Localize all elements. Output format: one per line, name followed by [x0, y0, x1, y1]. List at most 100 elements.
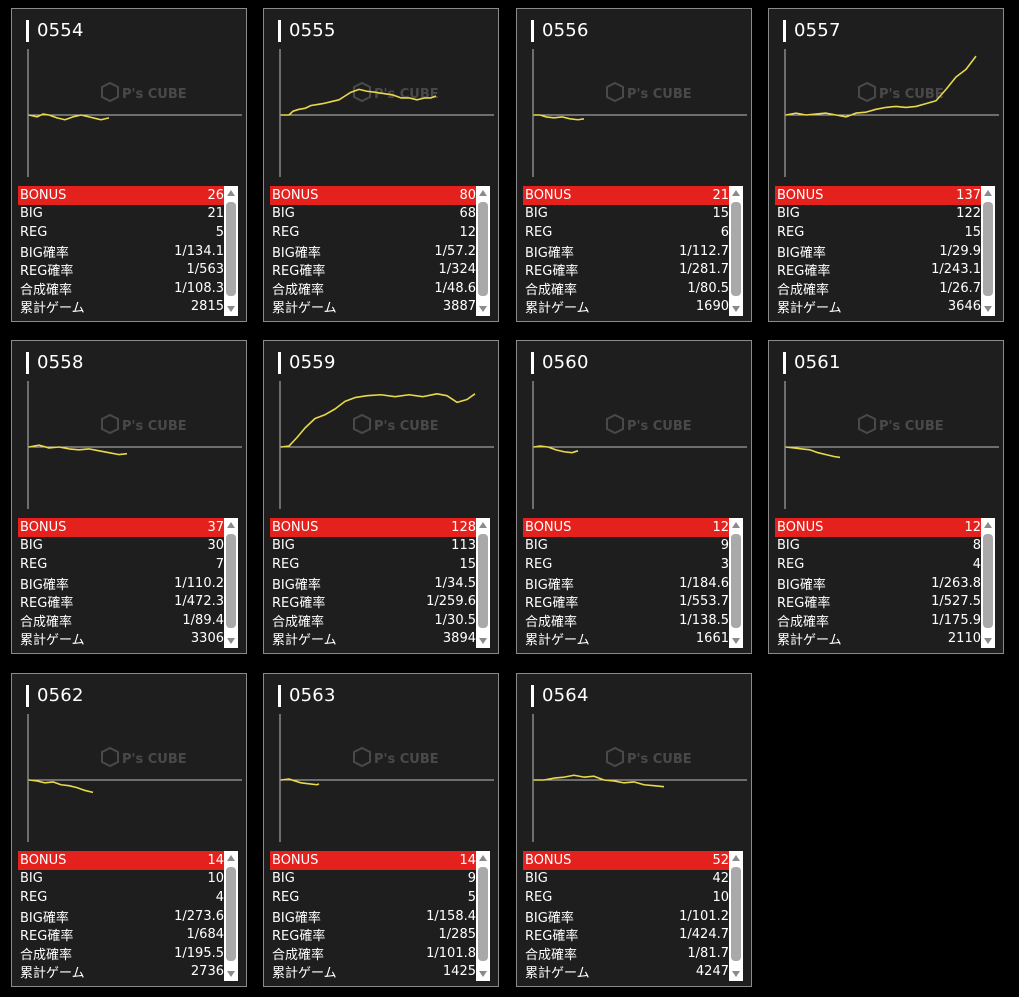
value-reg-rate: 1/472.3 [174, 594, 224, 610]
label-bonus: BONUS [272, 519, 319, 535]
scrollbar[interactable] [729, 518, 743, 648]
scroll-thumb[interactable] [478, 534, 488, 628]
scrollbar[interactable] [476, 518, 490, 648]
row-bonus: BONUS 37 [18, 518, 226, 537]
scroll-down-arrow-icon[interactable] [227, 971, 235, 977]
row-big: BIG 122 [775, 205, 983, 224]
machine-card-0562[interactable]: 0562 P's CUBE BONUS 14 BIG 10 REG 4 BIG確率 1/… [11, 673, 247, 987]
label-reg: REG [525, 556, 553, 572]
row-reg: REG 15 [775, 223, 983, 242]
machine-card-0559[interactable]: 0559 P's CUBE BONUS 128 BIG 113 REG 15 BIG確… [263, 340, 499, 654]
machine-card-0554[interactable]: 0554 P's CUBE BONUS 26 BIG 21 REG 5 BIG確率 1/… [11, 8, 247, 322]
row-big-rate: BIG確率 1/34.5 [270, 574, 478, 593]
slump-line [280, 778, 320, 786]
cube-logo-icon [101, 746, 119, 768]
value-total-rate: 1/101.8 [426, 945, 476, 961]
scroll-up-arrow-icon[interactable] [732, 190, 740, 196]
scrollbar[interactable] [224, 186, 238, 316]
row-big: BIG 9 [270, 870, 478, 889]
label-reg-rate: REG確率 [525, 596, 579, 612]
label-games: 累計ゲーム [272, 301, 337, 316]
scroll-down-arrow-icon[interactable] [732, 971, 740, 977]
machine-card-0563[interactable]: 0563 P's CUBE BONUS 14 BIG 9 REG 5 BIG確率 1/1… [263, 673, 499, 987]
value-reg-rate: 1/553.7 [679, 594, 729, 610]
value-reg-rate: 1/281.7 [679, 262, 729, 278]
machine-card-0556[interactable]: 0556 P's CUBE BONUS 21 BIG 15 REG 6 BIG確率 1/… [516, 8, 752, 322]
scrollbar[interactable] [729, 186, 743, 316]
value-big: 113 [451, 538, 476, 554]
row-reg-rate: REG確率 1/472.3 [18, 592, 226, 611]
machine-card-0564[interactable]: 0564 P's CUBE BONUS 52 BIG 42 REG 10 BIG確率 1… [516, 673, 752, 987]
slump-graph: P's CUBE [276, 49, 496, 177]
scroll-up-arrow-icon[interactable] [227, 855, 235, 861]
scroll-thumb[interactable] [226, 534, 236, 628]
scroll-down-arrow-icon[interactable] [479, 971, 487, 977]
scrollbar[interactable] [981, 518, 995, 648]
scroll-thumb[interactable] [226, 867, 236, 961]
value-reg-rate: 1/563 [186, 262, 224, 278]
value-reg: 5 [215, 224, 224, 240]
scroll-down-arrow-icon[interactable] [984, 306, 992, 312]
scrollbar[interactable] [476, 186, 490, 316]
value-bonus: 52 [712, 852, 729, 868]
machine-card-0561[interactable]: 0561 P's CUBE BONUS 12 BIG 8 REG 4 BIG確率 1/2… [768, 340, 1004, 654]
cube-logo-icon [353, 746, 371, 768]
value-reg-rate: 1/527.5 [931, 594, 981, 610]
scroll-thumb[interactable] [983, 534, 993, 628]
value-total-rate: 1/108.3 [174, 280, 224, 296]
machine-title: 0559 [278, 351, 336, 375]
graph-svg: P's CUBE [27, 49, 242, 177]
slump-graph: P's CUBE [781, 381, 1001, 509]
title-accent-bar [278, 352, 281, 374]
title-accent-bar [26, 685, 29, 707]
title-accent-bar [783, 352, 786, 374]
value-bonus: 37 [207, 519, 224, 535]
scroll-up-arrow-icon[interactable] [732, 522, 740, 528]
scroll-down-arrow-icon[interactable] [479, 306, 487, 312]
scroll-thumb[interactable] [478, 867, 488, 961]
scroll-down-arrow-icon[interactable] [732, 306, 740, 312]
value-big-rate: 1/112.7 [679, 243, 729, 259]
label-total-rate: 合成確率 [272, 614, 325, 630]
machine-card-0557[interactable]: 0557 P's CUBE BONUS 137 BIG 122 REG 15 BIG確… [768, 8, 1004, 322]
row-bonus: BONUS 14 [270, 851, 478, 870]
scroll-thumb[interactable] [983, 202, 993, 296]
row-reg-rate: REG確率 1/553.7 [523, 592, 731, 611]
scroll-up-arrow-icon[interactable] [984, 190, 992, 196]
scroll-up-arrow-icon[interactable] [227, 190, 235, 196]
machine-card-0558[interactable]: 0558 P's CUBE BONUS 37 BIG 30 REG 7 BIG確率 1/… [11, 340, 247, 654]
machine-card-0555[interactable]: 0555 P's CUBE BONUS 80 BIG 68 REG 12 BIG確率 1… [263, 8, 499, 322]
scroll-thumb[interactable] [478, 202, 488, 296]
machine-card-0560[interactable]: 0560 P's CUBE BONUS 12 BIG 9 REG 3 BIG確率 1/1… [516, 340, 752, 654]
scrollbar[interactable] [476, 851, 490, 981]
scrollbar[interactable] [729, 851, 743, 981]
scroll-down-arrow-icon[interactable] [479, 638, 487, 644]
scroll-down-arrow-icon[interactable] [984, 638, 992, 644]
stats-table: BONUS 14 BIG 9 REG 5 BIG確率 1/158.4 REG確率 1/28… [270, 851, 478, 981]
value-big: 10 [207, 871, 224, 887]
row-total-rate: 合成確率 1/30.5 [270, 611, 478, 630]
machine-number: 0554 [37, 20, 84, 41]
scroll-up-arrow-icon[interactable] [479, 855, 487, 861]
scroll-up-arrow-icon[interactable] [479, 522, 487, 528]
title-accent-bar [278, 20, 281, 42]
scroll-down-arrow-icon[interactable] [732, 638, 740, 644]
scroll-thumb[interactable] [731, 534, 741, 628]
label-big: BIG [20, 538, 43, 554]
pscube-watermark-logo: P's CUBE [353, 413, 439, 435]
scroll-thumb[interactable] [226, 202, 236, 296]
stats-table: BONUS 80 BIG 68 REG 12 BIG確率 1/57.2 REG確率 1/3… [270, 186, 478, 316]
label-games: 累計ゲーム [20, 966, 85, 981]
scroll-thumb[interactable] [731, 867, 741, 961]
scrollbar[interactable] [224, 518, 238, 648]
row-reg-rate: REG確率 1/527.5 [775, 592, 983, 611]
scroll-down-arrow-icon[interactable] [227, 638, 235, 644]
scroll-up-arrow-icon[interactable] [227, 522, 235, 528]
scroll-thumb[interactable] [731, 202, 741, 296]
scroll-up-arrow-icon[interactable] [984, 522, 992, 528]
scroll-up-arrow-icon[interactable] [479, 190, 487, 196]
scrollbar[interactable] [981, 186, 995, 316]
scroll-down-arrow-icon[interactable] [227, 306, 235, 312]
scroll-up-arrow-icon[interactable] [732, 855, 740, 861]
scrollbar[interactable] [224, 851, 238, 981]
